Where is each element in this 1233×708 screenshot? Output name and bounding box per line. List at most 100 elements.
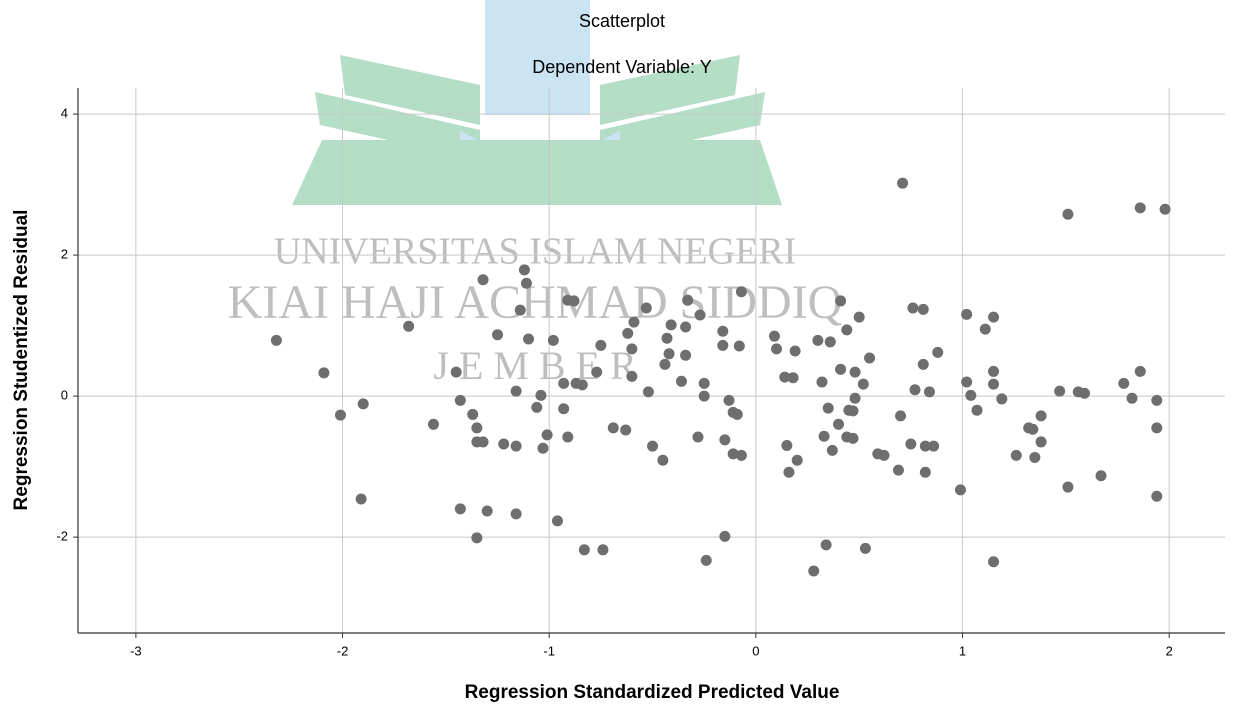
point [680, 321, 692, 333]
chart-title: Scatterplot [579, 11, 665, 31]
point [1151, 490, 1163, 502]
point [812, 334, 824, 346]
point [514, 304, 526, 316]
chart-subtitle: Dependent Variable: Y [532, 57, 711, 77]
point [1035, 410, 1047, 422]
point [824, 336, 836, 348]
point [626, 343, 638, 355]
point [471, 532, 483, 544]
point [919, 466, 931, 478]
point [620, 424, 632, 436]
point [1054, 385, 1066, 397]
y-tick-label: -2 [56, 529, 68, 544]
point [698, 377, 710, 389]
point [675, 375, 687, 387]
point [578, 544, 590, 556]
point [909, 384, 921, 396]
point [518, 264, 530, 276]
logo-shape [485, 0, 590, 115]
point [971, 404, 983, 416]
logo-shape [292, 140, 782, 205]
point [558, 403, 570, 415]
point [640, 302, 652, 314]
point [917, 303, 929, 315]
point [510, 440, 522, 452]
point [547, 334, 559, 346]
point [826, 444, 838, 456]
point [988, 378, 1000, 390]
point [719, 530, 731, 542]
point [818, 430, 830, 442]
point [841, 324, 853, 336]
point [961, 308, 973, 320]
point [1118, 377, 1130, 389]
point [657, 454, 669, 466]
point [1027, 423, 1039, 435]
watermark-text: UNIVERSITAS ISLAM NEGERI [274, 231, 797, 273]
point [531, 401, 543, 413]
point [597, 544, 609, 556]
point [979, 323, 991, 335]
point [454, 503, 466, 515]
point [847, 405, 859, 417]
point [787, 372, 799, 384]
point [768, 330, 780, 342]
y-tick-label: 2 [61, 247, 68, 262]
point [607, 422, 619, 434]
watermark-logo [292, 0, 782, 205]
point [355, 493, 367, 505]
point [783, 466, 795, 478]
x-tick-label: 1 [959, 643, 966, 658]
point [492, 329, 504, 341]
point [897, 177, 909, 189]
point [551, 515, 563, 527]
point [849, 366, 861, 378]
point [700, 554, 712, 566]
point [535, 389, 547, 401]
point [1029, 451, 1041, 463]
point [562, 431, 574, 443]
logo-shape [460, 130, 620, 175]
point [510, 508, 522, 520]
point [523, 333, 535, 345]
point [1035, 436, 1047, 448]
point [692, 431, 704, 443]
point [427, 418, 439, 430]
logo-shape [315, 55, 765, 160]
points [270, 177, 1171, 577]
point [820, 539, 832, 551]
point [1010, 449, 1022, 461]
point [717, 325, 729, 337]
point [727, 448, 739, 460]
watermark-text: J E M B E R [433, 343, 637, 388]
point [923, 386, 935, 398]
point [833, 418, 845, 430]
point [1126, 392, 1138, 404]
point [591, 366, 603, 378]
point [450, 366, 462, 378]
y-tick-label: 0 [61, 388, 68, 403]
x-tick-label: -1 [543, 643, 555, 658]
point [558, 377, 570, 389]
point [954, 484, 966, 496]
point [1151, 394, 1163, 406]
point [731, 408, 743, 420]
x-tick-label: -2 [337, 643, 349, 658]
point [1062, 481, 1074, 493]
point [510, 385, 522, 397]
point [467, 408, 479, 420]
point [1151, 422, 1163, 434]
point [576, 379, 588, 391]
point [698, 390, 710, 402]
point [849, 392, 861, 404]
point [988, 311, 1000, 323]
point [965, 389, 977, 401]
point [928, 440, 940, 452]
point [1159, 203, 1171, 215]
point [907, 302, 919, 314]
point [822, 402, 834, 414]
point [537, 442, 549, 454]
point [477, 274, 489, 286]
y-tick-label: 4 [61, 106, 68, 121]
point [568, 295, 580, 307]
